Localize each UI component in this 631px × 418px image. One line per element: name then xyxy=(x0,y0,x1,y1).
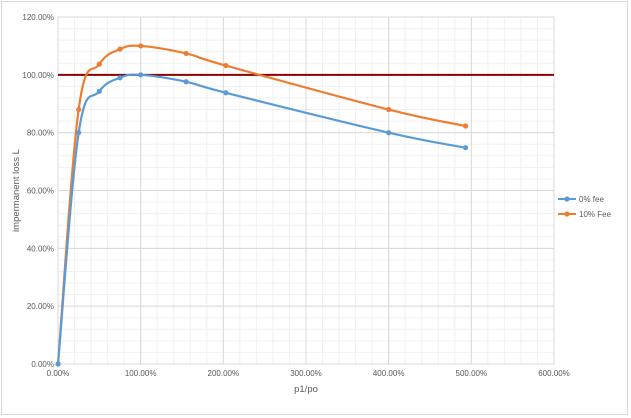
data-point-0-fee xyxy=(462,145,469,151)
x-tick-label: 100.00% xyxy=(125,369,157,378)
major-gridlines xyxy=(57,16,555,365)
y-tick-label: 0.00% xyxy=(31,360,54,369)
x-tick-label: 0.00% xyxy=(47,369,70,378)
x-tick-label: 600.00% xyxy=(538,369,570,378)
x-axis-title: p1/po xyxy=(294,384,318,395)
legend-label-0-fee: 0% fee xyxy=(579,195,604,204)
data-point-10-fee xyxy=(386,106,392,113)
x-tick-label: 300.00% xyxy=(290,369,322,378)
y-tick-label: 80.00% xyxy=(27,129,54,138)
data-point-0-fee xyxy=(96,88,102,94)
legend-marker-10-fee xyxy=(564,211,570,217)
x-tick-label: 500.00% xyxy=(456,369,488,378)
data-point-0-fee xyxy=(386,130,392,136)
data-point-10-fee xyxy=(183,50,189,57)
data-point-10-fee xyxy=(138,43,144,49)
legend-marker-0-fee xyxy=(564,196,570,202)
y-tick-label: 60.00% xyxy=(27,187,54,196)
data-point-10-fee xyxy=(96,61,102,67)
data-point-10-fee xyxy=(223,62,229,69)
plot-area-border xyxy=(57,16,555,365)
y-axis-tick-labels: 0.00% 20.00% 40.00% 60.00% 80.00% 100.00% 120.… xyxy=(22,13,54,369)
data-point-0-fee xyxy=(183,79,189,85)
data-point-10-fee xyxy=(76,106,82,113)
legend-label-10-fee: 10% Fee xyxy=(579,210,612,219)
data-point-0-fee xyxy=(76,130,82,136)
data-point-0-fee xyxy=(138,72,144,78)
x-tick-label: 200.00% xyxy=(208,369,240,378)
data-point-0-fee xyxy=(55,361,61,367)
y-tick-label: 40.00% xyxy=(27,244,54,253)
legend: 0% fee 10% Fee xyxy=(558,195,612,219)
series-layer xyxy=(55,43,469,367)
data-point-10-fee xyxy=(462,123,469,129)
y-axis-title: impermanent loss L xyxy=(11,149,22,232)
data-point-0-fee xyxy=(223,90,229,96)
data-point-10-fee xyxy=(117,46,123,52)
data-point-0-fee xyxy=(117,75,123,81)
y-tick-label: 100.00% xyxy=(22,71,54,80)
y-tick-label: 120.00% xyxy=(22,13,54,22)
series-line-10-fee xyxy=(56,44,466,365)
y-tick-label: 20.00% xyxy=(27,302,54,311)
series-0-fee xyxy=(55,72,469,367)
x-tick-label: 400.00% xyxy=(373,369,405,378)
x-axis-tick-labels: 0.00% 100.00% 200.00% 300.00% 400.00% 500.00%… xyxy=(47,369,570,378)
series-line-0-fee xyxy=(56,73,466,365)
